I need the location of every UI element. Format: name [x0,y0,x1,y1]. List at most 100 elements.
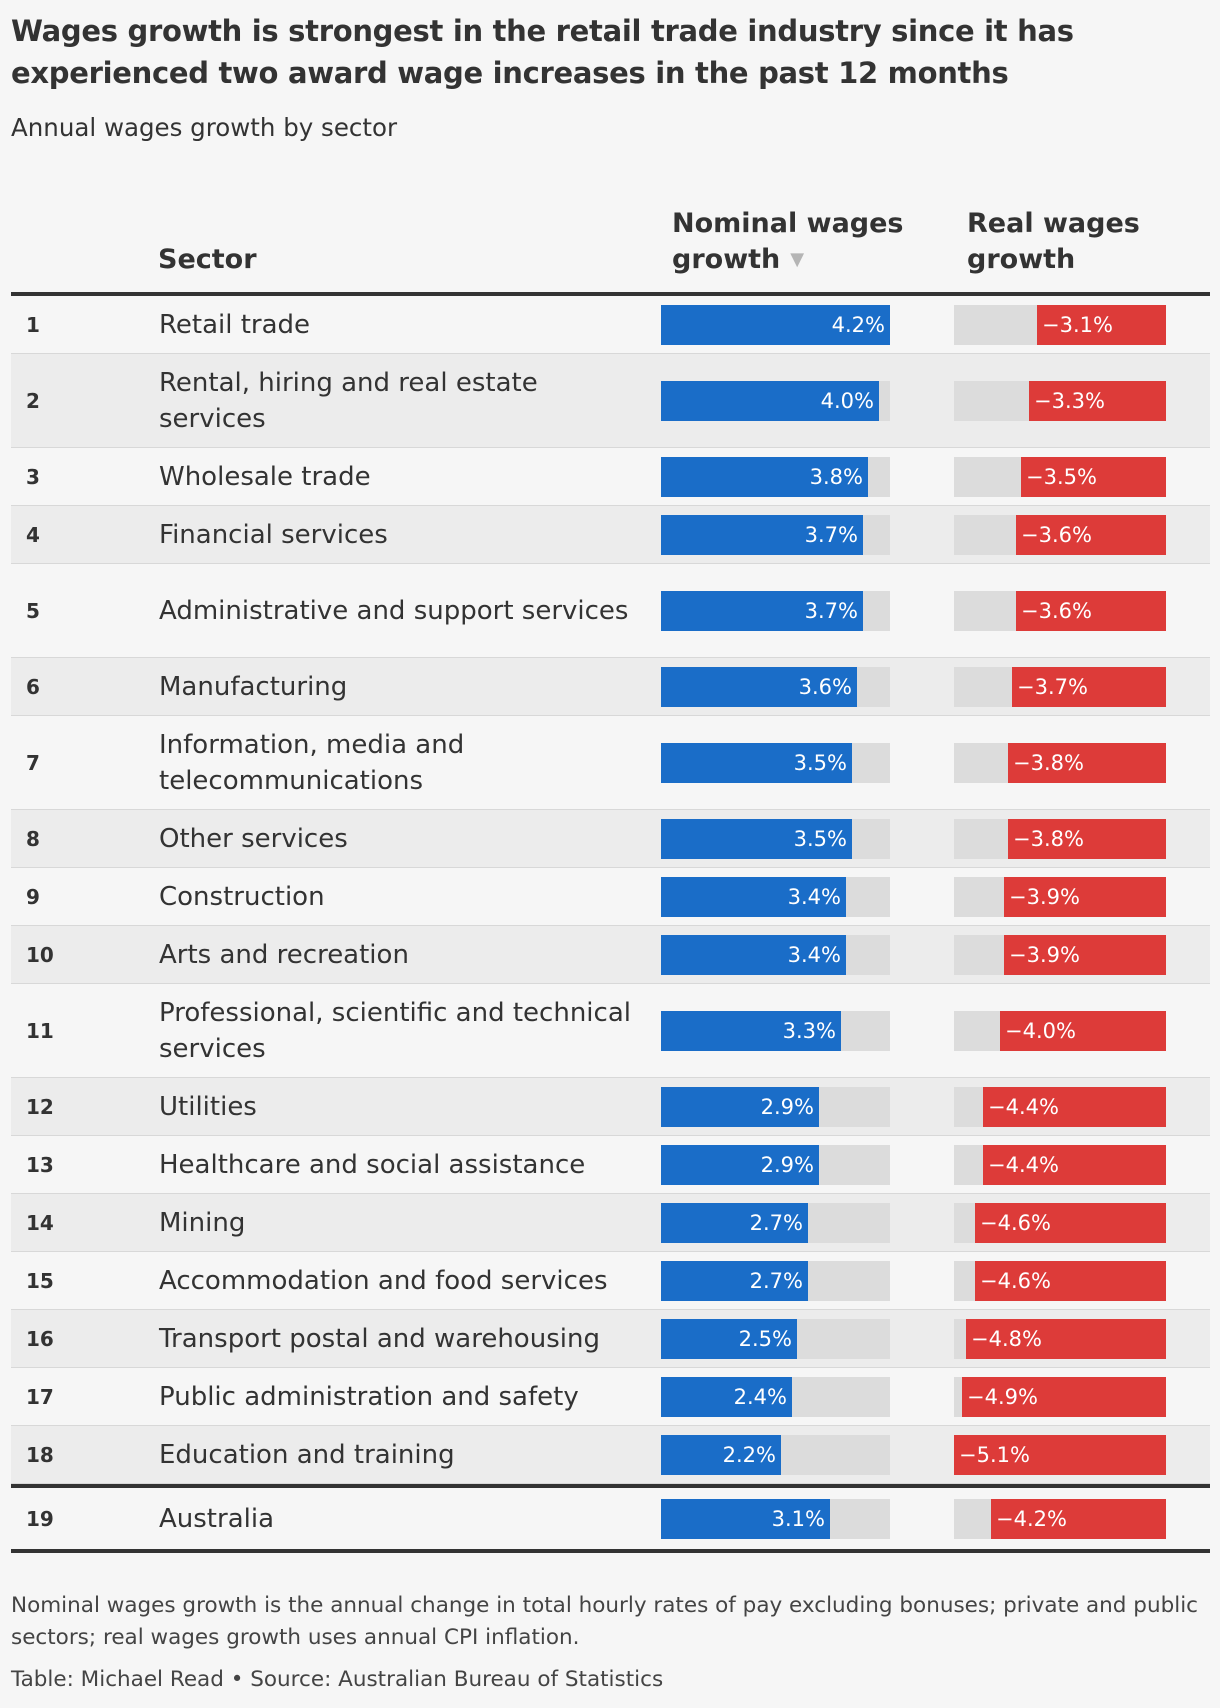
real-bar-track: −4.8% [954,1319,1166,1359]
real-bar-label: −4.8% [971,1327,1042,1351]
table-row: 5 Administrative and support services 3.7%… [11,564,1210,658]
row-rank: 14 [26,1210,54,1235]
nominal-bar: 3.6% [661,667,857,707]
nominal-bar-label: 3.6% [798,675,852,699]
table-header-rule [11,292,1210,296]
row-sector: Arts and recreation [159,939,409,970]
real-bar-label: −4.4% [988,1153,1059,1177]
nominal-bar-label: 2.7% [749,1211,803,1235]
real-bar-label: −3.1% [1042,313,1113,337]
row-rank: 11 [26,1018,54,1043]
column-header-nominal[interactable]: Nominal wages growth ▼ [672,206,912,278]
real-bar-label: −3.8% [1013,827,1084,851]
real-bar-label: −4.9% [967,1385,1038,1409]
nominal-bar-label: 4.0% [820,389,874,413]
real-bar-track: −4.0% [954,1011,1166,1051]
real-bar: −3.6% [1016,515,1166,555]
nominal-bar: 3.7% [661,591,863,631]
row-rank: 3 [26,464,40,489]
nominal-bar-label: 3.3% [782,1019,836,1043]
table-row: 14 Mining 2.7% −4.6% [11,1194,1210,1252]
row-rank: 18 [26,1442,54,1467]
nominal-bar: 2.5% [661,1319,797,1359]
row-sector: Transport postal and warehousing [159,1323,600,1354]
nominal-bar-track: 3.4% [661,877,890,917]
nominal-bar-label: 3.5% [793,751,847,775]
real-bar: −3.9% [1004,935,1166,975]
nominal-bar: 3.4% [661,935,846,975]
row-sector: Manufacturing [159,671,348,702]
nominal-bar-label: 4.2% [831,313,885,337]
column-header-sector[interactable]: Sector [158,244,257,275]
nominal-bar-track: 2.5% [661,1319,890,1359]
row-sector: Financial services [159,519,388,550]
row-sector: Healthcare and social assistance [159,1149,586,1180]
nominal-bar-label: 2.4% [733,1385,787,1409]
row-rank: 12 [26,1094,54,1119]
real-bar-label: −4.6% [980,1269,1051,1293]
nominal-bar-track: 3.8% [661,457,890,497]
real-bar-track: −3.7% [954,667,1166,707]
nominal-bar-track: 3.7% [661,591,890,631]
column-header-real[interactable]: Real wages growth [967,208,1140,275]
nominal-bar-track: 3.1% [661,1499,890,1539]
nominal-bar-label: 2.9% [760,1153,814,1177]
nominal-bar: 2.9% [661,1087,819,1127]
row-rank: 16 [26,1326,54,1351]
nominal-bar-track: 3.5% [661,819,890,859]
real-bar-label: −3.9% [1009,943,1080,967]
source-credit: Table: Michael Read • Source: Australian… [11,1667,664,1692]
real-bar: −4.9% [962,1377,1166,1417]
real-bar: −4.6% [975,1203,1166,1243]
row-sector: Construction [159,881,325,912]
real-bar-track: −3.6% [954,515,1166,555]
nominal-bar-label: 2.9% [760,1095,814,1119]
sort-down-icon: ▼ [790,249,805,270]
row-sector: Retail trade [159,309,311,340]
table-row: 3 Wholesale trade 3.8% −3.5% [11,448,1210,506]
row-sector: Public administration and safety [159,1381,579,1412]
row-sector: Accommodation and food services [159,1265,608,1296]
real-bar: −5.1% [954,1435,1166,1475]
row-sector: Mining [159,1207,246,1238]
nominal-bar-track: 3.7% [661,515,890,555]
row-rank: 7 [26,750,40,775]
real-bar: −3.7% [1012,667,1166,707]
real-bar: −3.6% [1016,591,1166,631]
real-bar-track: −3.8% [954,743,1166,783]
chart-subtitle: Annual wages growth by sector [11,113,398,142]
table-row: 2 Rental, hiring and real estate services… [11,354,1210,448]
table-row: 8 Other services 3.5% −3.8% [11,810,1210,868]
real-bar-track: −4.6% [954,1203,1166,1243]
nominal-bar: 3.5% [661,743,852,783]
row-sector: Other services [159,823,348,854]
row-rank: 6 [26,674,40,699]
nominal-bar-label: 3.4% [787,943,841,967]
nominal-bar: 3.8% [661,457,868,497]
nominal-bar: 4.0% [661,381,879,421]
real-bar-label: −3.6% [1021,599,1092,623]
real-bar-track: −3.9% [954,877,1166,917]
nominal-bar: 4.2% [661,305,890,345]
table-row: 10 Arts and recreation 3.4% −3.9% [11,926,1210,984]
nominal-bar-track: 3.5% [661,743,890,783]
table-row: 18 Education and training 2.2% −5.1% [11,1426,1210,1484]
row-sector: Australia [159,1503,275,1534]
real-bar: −3.8% [1008,819,1166,859]
nominal-bar-label: 2.5% [738,1327,792,1351]
table-row: 16 Transport postal and warehousing 2.5% −4… [11,1310,1210,1368]
nominal-bar-track: 3.3% [661,1011,890,1051]
row-rank: 10 [26,942,54,967]
row-sector: Professional, scientific and technical s… [159,997,631,1064]
real-bar-track: −3.3% [954,381,1166,421]
real-bar: −3.8% [1008,743,1166,783]
nominal-bar-label: 3.4% [787,885,841,909]
column-header-nominal-label: Nominal wages growth [672,208,904,275]
real-bar-track: −3.6% [954,591,1166,631]
real-bar: −4.0% [1000,1011,1166,1051]
real-bar-track: −4.6% [954,1261,1166,1301]
nominal-bar-label: 2.7% [749,1269,803,1293]
footnote: Nominal wages growth is the annual chang… [11,1593,1198,1650]
real-bar: −4.6% [975,1261,1166,1301]
